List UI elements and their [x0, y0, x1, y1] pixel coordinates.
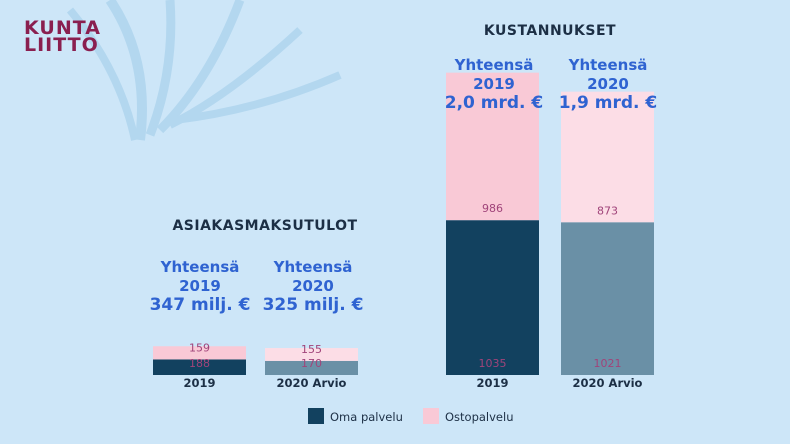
total-asiakas-2019: Yhteensä 2019 347 milj. € [149, 258, 251, 315]
logo-line-2: LIITTO [24, 34, 99, 56]
asiakas-bar-osto-1 [265, 348, 358, 361]
total-kustannukset-2019: Yhteensä 2019 2,0 mrd. € [444, 56, 544, 113]
asiakas-bar-oma-0 [153, 359, 246, 375]
kuntaliitto-logo: KUNTA LIITTO [24, 17, 101, 56]
asiakas-value-label-osto-1: 155 [301, 343, 322, 356]
logo-line-1: KUNTA [24, 17, 101, 39]
legend-swatch-osto [423, 408, 439, 424]
asiakas-value-label-oma-0: 188 [189, 357, 210, 370]
chart-title-asiakasmaksutulot: ASIAKASMAKSUTULOT [172, 218, 358, 234]
kustannukset-bar-osto-1 [561, 91, 654, 223]
kustannukset-bar-oma-1 [561, 222, 654, 375]
kustannukset-category-label-0: 2019 [476, 376, 508, 390]
asiakas-value-label-osto-0: 159 [189, 341, 210, 354]
chart-title-kustannukset: KUSTANNUKSET [483, 23, 617, 39]
kustannukset-value-label-oma-1: 1021 [594, 357, 622, 370]
asiakas-category-label-0: 2019 [183, 376, 215, 390]
total-asiakas-2020: Yhteensä 2020 325 milj. € [262, 258, 364, 315]
legend: Oma palvelu Ostopalvelu [308, 408, 514, 424]
total-kustannukset-2020: Yhteensä 2020 1,9 mrd. € [558, 56, 658, 113]
kustannukset-bar-oma-0 [446, 220, 539, 375]
asiakas-bar-oma-1 [265, 360, 358, 375]
legend-label-osto: Ostopalvelu [445, 410, 514, 424]
kustannukset-value-label-oma-0: 1035 [479, 357, 507, 370]
legend-label-oma: Oma palvelu [330, 410, 403, 424]
kustannukset-value-label-osto-0: 986 [482, 202, 503, 215]
legend-swatch-oma [308, 408, 324, 424]
asiakas-value-label-oma-1: 170 [301, 357, 322, 370]
kustannukset-value-label-osto-1: 873 [597, 204, 618, 217]
asiakas-bar-osto-0 [153, 346, 246, 360]
kustannukset-category-label-1: 2020 Arvio [573, 376, 643, 390]
kustannukset-bar-osto-0 [446, 72, 539, 221]
decorative-leaves [66, 0, 342, 141]
asiakas-category-label-1: 2020 Arvio [277, 376, 347, 390]
